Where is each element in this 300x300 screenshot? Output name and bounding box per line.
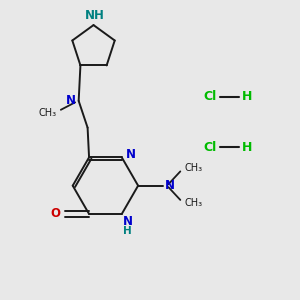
- Text: CH₃: CH₃: [184, 199, 202, 208]
- Text: N: N: [66, 94, 76, 107]
- Text: CH₃: CH₃: [38, 108, 56, 118]
- Text: N: N: [165, 179, 175, 192]
- Text: H: H: [242, 140, 253, 154]
- Text: Cl: Cl: [203, 140, 217, 154]
- Text: H: H: [242, 90, 253, 103]
- Text: O: O: [51, 208, 61, 220]
- Text: H: H: [123, 226, 132, 236]
- Text: N: N: [123, 215, 133, 229]
- Text: Cl: Cl: [203, 90, 217, 103]
- Text: CH₃: CH₃: [184, 163, 202, 173]
- Text: NH: NH: [85, 8, 105, 22]
- Text: N: N: [126, 148, 136, 161]
